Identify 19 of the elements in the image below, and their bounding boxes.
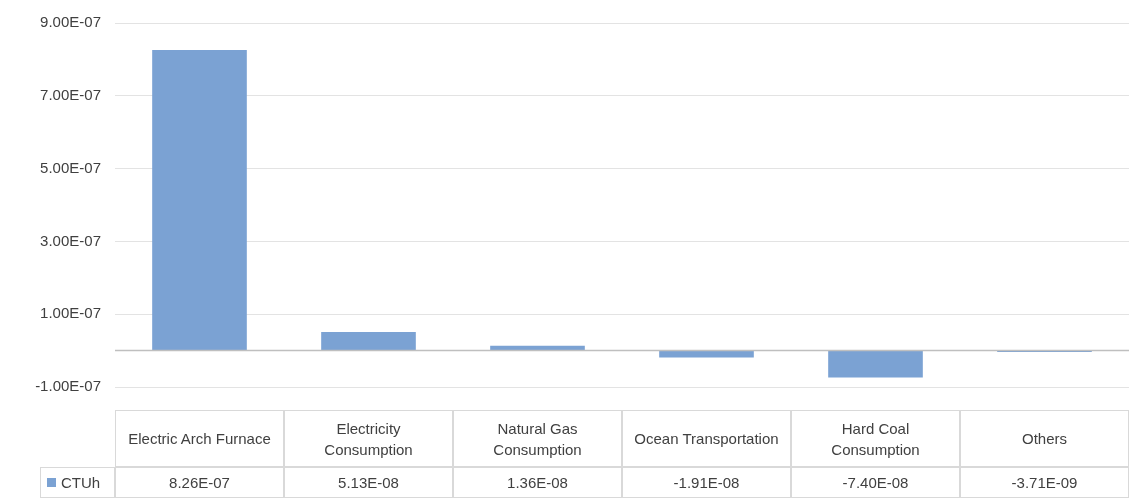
data-label: 1.36E-08 <box>453 467 622 498</box>
x-tick-label: Electric Arch Furnace <box>115 410 284 467</box>
y-tick-label: 3.00E-07 <box>40 231 101 249</box>
legend-label: CTUh <box>61 474 101 491</box>
data-label: 5.13E-08 <box>284 467 453 498</box>
x-tick-label: Hard Coal Consumption <box>791 410 960 467</box>
y-tick-label: 5.00E-07 <box>40 158 101 176</box>
x-tick-label: Natural Gas Consumption <box>453 410 622 467</box>
data-label: -3.71E-09 <box>960 467 1129 498</box>
x-tick-label: Others <box>960 410 1129 467</box>
x-tick-label: Electricity Consumption <box>284 410 453 467</box>
x-tick-label: Ocean Transportation <box>622 410 791 467</box>
data-label: 8.26E-07 <box>115 467 284 498</box>
data-label: -7.40E-08 <box>791 467 960 498</box>
y-tick-label: 9.00E-07 <box>40 13 101 31</box>
data-label: -1.91E-08 <box>622 467 791 498</box>
y-tick-label: -1.00E-07 <box>35 377 101 395</box>
y-tick-label: 7.00E-07 <box>40 85 101 103</box>
y-tick-label: 1.00E-07 <box>40 304 101 322</box>
